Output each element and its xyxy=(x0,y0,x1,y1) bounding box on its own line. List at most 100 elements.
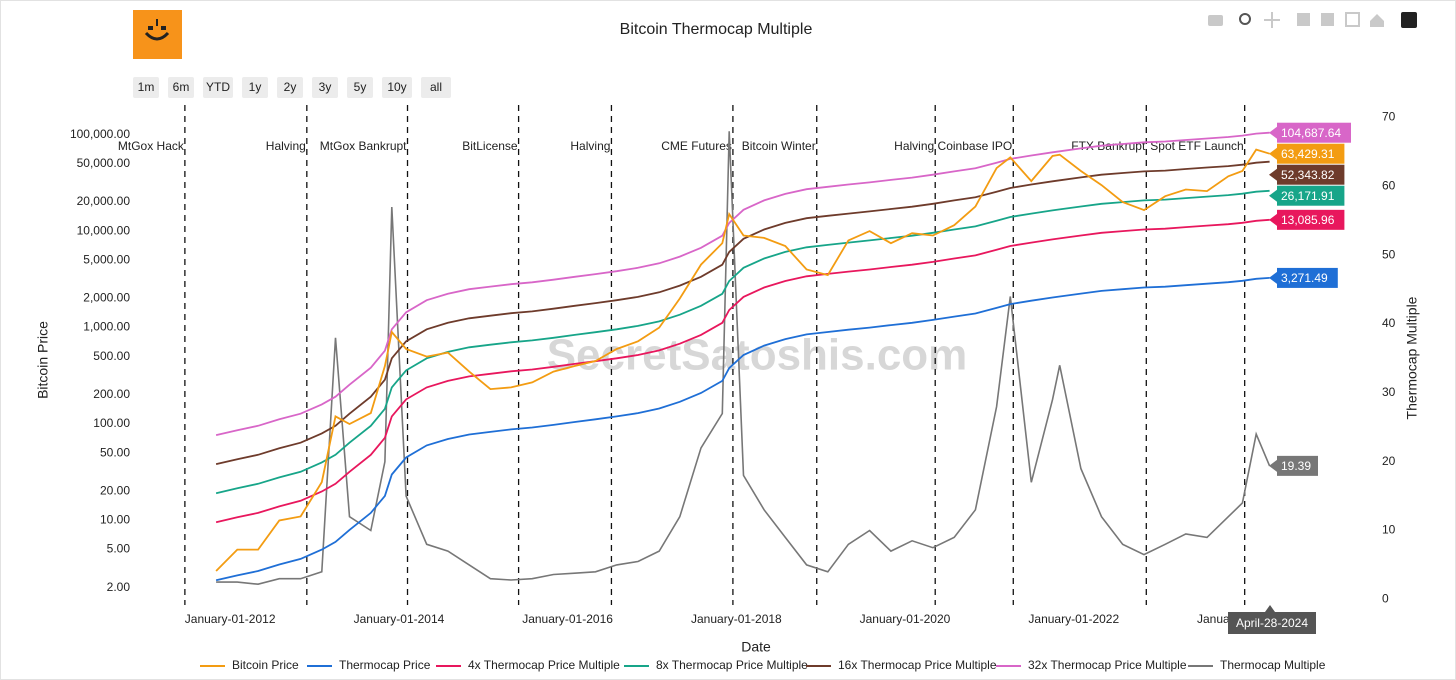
home-icon[interactable] xyxy=(1370,14,1384,27)
end-label-box xyxy=(1277,209,1345,230)
range-button[interactable] xyxy=(203,77,233,98)
zoom-in-icon[interactable] xyxy=(1297,13,1310,26)
legend-label: Bitcoin Price xyxy=(232,658,299,672)
y2-tick-label: 30 xyxy=(1382,385,1396,399)
range-button-label[interactable]: 1y xyxy=(249,80,262,94)
end-label-box xyxy=(1277,267,1338,288)
y-tick-label: 20.00 xyxy=(100,484,130,498)
series-line xyxy=(215,218,1270,524)
legend-label: 4x Thermocap Price Multiple xyxy=(468,658,620,672)
x-tick-label: January-01-2012 xyxy=(185,612,276,626)
autoscale-icon[interactable] xyxy=(1345,12,1360,27)
series-line xyxy=(215,160,1270,465)
end-label: 52,343.82 xyxy=(1281,168,1335,182)
x-tick-label: January-01-2016 xyxy=(522,612,613,626)
end-label-pointer xyxy=(1269,189,1277,202)
y-tick-label: 10,000.00 xyxy=(77,223,131,237)
end-label-box xyxy=(1277,122,1351,143)
series-line xyxy=(215,189,1270,495)
series-line xyxy=(215,277,1270,582)
chart-title: Bitcoin Thermocap Multiple xyxy=(620,21,813,38)
y2-tick-label: 0 xyxy=(1382,591,1389,605)
zoom-icon[interactable] xyxy=(1239,13,1251,25)
y-tick-label: 5.00 xyxy=(107,542,131,556)
range-button[interactable] xyxy=(312,77,338,98)
end-label: 19.39 xyxy=(1281,459,1311,473)
y-tick-label: 2,000.00 xyxy=(83,291,130,305)
y2-tick-label: 20 xyxy=(1382,454,1396,468)
x-tick-label: January-01-2018 xyxy=(691,612,782,626)
plotly-icon[interactable] xyxy=(1401,12,1417,28)
legend-label: 8x Thermocap Price Multiple xyxy=(656,658,808,672)
y-tick-label: 5,000.00 xyxy=(83,252,130,266)
watermark: SecretSatoshis.com xyxy=(547,331,968,380)
camera-icon[interactable] xyxy=(1208,15,1223,26)
y2-axis-title: Thermocap Multiple xyxy=(1404,296,1420,419)
end-label: 26,171.91 xyxy=(1281,189,1335,203)
end-label-pointer xyxy=(1269,271,1277,284)
range-button[interactable] xyxy=(382,77,412,98)
end-label-pointer xyxy=(1269,168,1277,181)
end-label-pointer xyxy=(1269,147,1277,160)
range-button-label[interactable]: YTD xyxy=(206,80,230,94)
y-axis-title: Bitcoin Price xyxy=(35,321,51,399)
zoom-out-icon[interactable] xyxy=(1321,13,1334,26)
y-tick-label: 2.00 xyxy=(107,580,131,594)
range-button-label[interactable]: 2y xyxy=(284,80,297,94)
event-label: Halving xyxy=(570,139,610,153)
y-tick-label: 20,000.00 xyxy=(77,194,131,208)
range-button-label[interactable]: 1m xyxy=(138,80,155,94)
y-tick-label: 100,000.00 xyxy=(70,127,130,141)
end-label-pointer xyxy=(1269,126,1277,139)
y-tick-label: 50.00 xyxy=(100,445,130,459)
range-button[interactable] xyxy=(277,77,303,98)
range-button[interactable] xyxy=(421,77,451,98)
range-button-label[interactable]: 5y xyxy=(354,80,367,94)
y2-tick-label: 50 xyxy=(1382,247,1396,261)
end-label-box xyxy=(1277,164,1345,185)
end-label: 63,429.31 xyxy=(1281,147,1335,161)
event-label: Halving xyxy=(894,139,934,153)
y-tick-label: 10.00 xyxy=(100,513,130,527)
end-label: 104,687.64 xyxy=(1281,126,1341,140)
end-label-pointer xyxy=(1269,459,1277,472)
logo xyxy=(133,10,182,59)
pan-icon[interactable] xyxy=(1264,12,1280,28)
x-tick-label: January-01-2022 xyxy=(1028,612,1119,626)
range-button-label[interactable]: 10y xyxy=(387,80,406,94)
event-label: Bitcoin Winter xyxy=(742,139,816,153)
hover-box xyxy=(1228,612,1316,634)
y-tick-label: 200.00 xyxy=(93,387,130,401)
y2-tick-label: 70 xyxy=(1382,110,1396,124)
range-button-label[interactable]: 3y xyxy=(319,80,332,94)
end-label-pointer xyxy=(1269,213,1277,226)
event-label: Coinbase IPO xyxy=(938,139,1013,153)
range-button[interactable] xyxy=(133,77,159,98)
end-label: 3,271.49 xyxy=(1281,271,1328,285)
x-tick-label: January-01-2020 xyxy=(860,612,951,626)
legend-label: Thermocap Price xyxy=(339,658,431,672)
series-line xyxy=(215,131,1270,436)
range-button-label[interactable]: 6m xyxy=(173,80,190,94)
range-button[interactable] xyxy=(347,77,373,98)
range-button[interactable] xyxy=(242,77,268,98)
y2-tick-label: 40 xyxy=(1382,316,1396,330)
y-tick-label: 1,000.00 xyxy=(83,320,130,334)
end-label-box xyxy=(1277,455,1318,476)
end-label-box xyxy=(1277,185,1345,206)
modebar xyxy=(1208,12,1417,28)
y-tick-label: 50,000.00 xyxy=(77,156,131,170)
range-button-label[interactable]: all xyxy=(430,80,442,94)
event-label: BitLicense xyxy=(462,139,518,153)
legend-label: 32x Thermocap Price Multiple xyxy=(1028,658,1187,672)
y2-tick-label: 60 xyxy=(1382,179,1396,193)
hover-label: April-28-2024 xyxy=(1236,616,1308,630)
event-label: MtGox Hack xyxy=(118,139,185,153)
legend-label: Thermocap Multiple xyxy=(1220,658,1326,672)
event-label: Halving xyxy=(266,139,306,153)
end-label: 13,085.96 xyxy=(1281,213,1335,227)
event-label: CME Futures xyxy=(661,139,732,153)
range-button[interactable] xyxy=(168,77,194,98)
